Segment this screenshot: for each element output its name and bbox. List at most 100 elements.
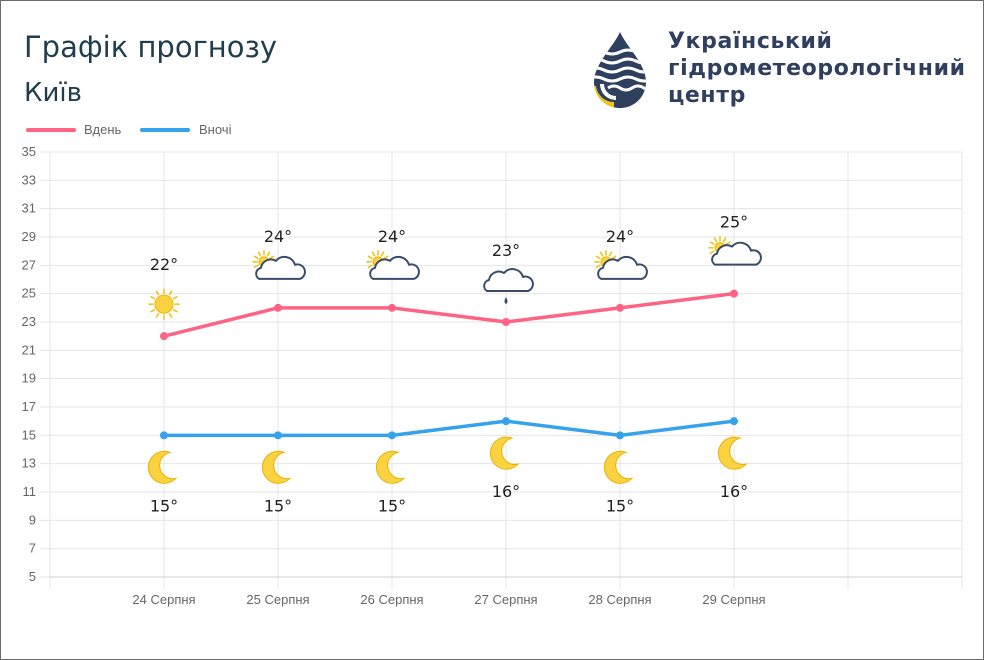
night-temp-label: 16° — [720, 482, 748, 501]
cloud-shape — [369, 255, 420, 280]
day-point — [274, 303, 282, 312]
y-tick-label: 25 — [22, 286, 36, 301]
day-temp-label: 24° — [264, 227, 292, 246]
sun-ray — [168, 312, 173, 318]
sun-ray — [713, 237, 718, 243]
y-tick-label: 33 — [22, 172, 36, 187]
day-temp-label: 25° — [720, 213, 748, 232]
sun-ray — [266, 251, 271, 257]
sun-ray — [367, 264, 373, 269]
day-point — [616, 303, 624, 312]
sun-ray — [172, 308, 178, 313]
sun-ray — [709, 250, 715, 254]
sun-ray — [725, 241, 731, 245]
y-tick-label: 21 — [22, 342, 36, 357]
moon-shape — [261, 450, 292, 484]
cloud-shape — [711, 241, 762, 266]
y-tick-label: 11 — [23, 484, 37, 499]
y-tick-label: 7 — [29, 541, 36, 556]
night-point — [388, 431, 396, 440]
y-tick-label: 5 — [29, 569, 36, 584]
legend-swatch-day — [26, 128, 76, 132]
night-temp-label: 15° — [150, 496, 178, 515]
legend-label-night: Вночі — [199, 122, 232, 137]
night-temp-label: 15° — [606, 496, 634, 515]
day-point — [730, 289, 738, 298]
sun-ray — [150, 295, 156, 300]
sun-ray — [380, 251, 385, 257]
logo-line-2: гідрометеорологічний — [668, 56, 966, 81]
sun-ray — [253, 264, 259, 269]
day-point — [160, 332, 168, 341]
y-tick-label: 13 — [22, 456, 36, 471]
sun-ray — [168, 290, 173, 296]
x-tick-label: 27 Серпня — [474, 592, 537, 607]
cloud-shape — [483, 268, 534, 292]
sun-ray — [371, 251, 376, 257]
sun-ray — [150, 308, 156, 313]
night-point — [160, 431, 168, 440]
page-title: Графік прогнозу — [24, 30, 278, 64]
y-tick-label: 29 — [22, 229, 36, 244]
moon-shape — [375, 450, 406, 484]
y-tick-label: 9 — [29, 512, 36, 527]
night-point — [730, 417, 738, 426]
sun-ray — [595, 255, 601, 260]
sun-ray — [367, 255, 373, 260]
y-tick-label: 27 — [22, 257, 36, 272]
sun-ray — [269, 255, 275, 260]
moon-shape — [147, 450, 178, 484]
day-point — [388, 303, 396, 312]
legend-label-day: Вдень — [84, 122, 122, 137]
cloud-shape — [255, 255, 306, 280]
cloud-shape — [597, 255, 648, 280]
night-point — [502, 417, 510, 426]
night-series-line — [164, 419, 735, 438]
logo-text: Український гідрометеорологічний центр — [668, 28, 966, 109]
sun-disc — [154, 294, 174, 314]
rain-drop — [504, 297, 508, 304]
x-tick-label: 28 Серпня — [588, 592, 651, 607]
day-temp-label: 24° — [378, 227, 406, 246]
night-temp-label: 16° — [492, 482, 520, 501]
sun-ray — [709, 241, 715, 245]
moon-shape — [603, 450, 634, 484]
logo-line-1: Український — [668, 29, 833, 54]
day-point — [502, 318, 510, 326]
night-temp-label: 15° — [378, 496, 406, 515]
day-temp-label: 24° — [606, 227, 634, 246]
x-tick-label: 24 Серпня — [132, 592, 195, 607]
droplet-wave-logo-icon — [594, 32, 646, 108]
sun-ray — [611, 255, 617, 260]
day-temp-label: 22° — [150, 255, 178, 274]
moon-shape — [489, 436, 520, 470]
sun-ray — [253, 255, 259, 260]
y-tick-label: 31 — [22, 201, 36, 216]
city-name: Київ — [24, 78, 82, 108]
sun-ray — [595, 264, 601, 269]
day-temp-label: 23° — [492, 241, 520, 260]
night-temp-label: 15° — [264, 496, 292, 515]
sun-ray — [155, 312, 160, 318]
day-series-line — [163, 291, 735, 338]
sun-ray — [383, 255, 389, 260]
moon-shape — [717, 436, 748, 470]
legend-swatch-night — [140, 128, 190, 132]
sun-ray — [608, 251, 613, 257]
y-tick-label: 23 — [22, 314, 36, 329]
night-point — [616, 431, 624, 440]
x-tick-label: 25 Серпня — [246, 592, 309, 607]
y-tick-label: 19 — [22, 371, 36, 386]
sun-ray — [257, 251, 262, 257]
x-tick-label: 29 Серпня — [702, 592, 765, 607]
sun-ray — [172, 295, 178, 300]
logo-line-3: центр — [668, 83, 746, 108]
sun-ray — [155, 290, 160, 296]
x-tick-label: 26 Серпня — [360, 592, 423, 607]
night-point — [274, 431, 282, 440]
y-tick-label: 35 — [22, 144, 36, 159]
sun-ray — [722, 237, 727, 243]
sun-ray — [599, 251, 604, 257]
y-tick-label: 17 — [22, 399, 36, 414]
